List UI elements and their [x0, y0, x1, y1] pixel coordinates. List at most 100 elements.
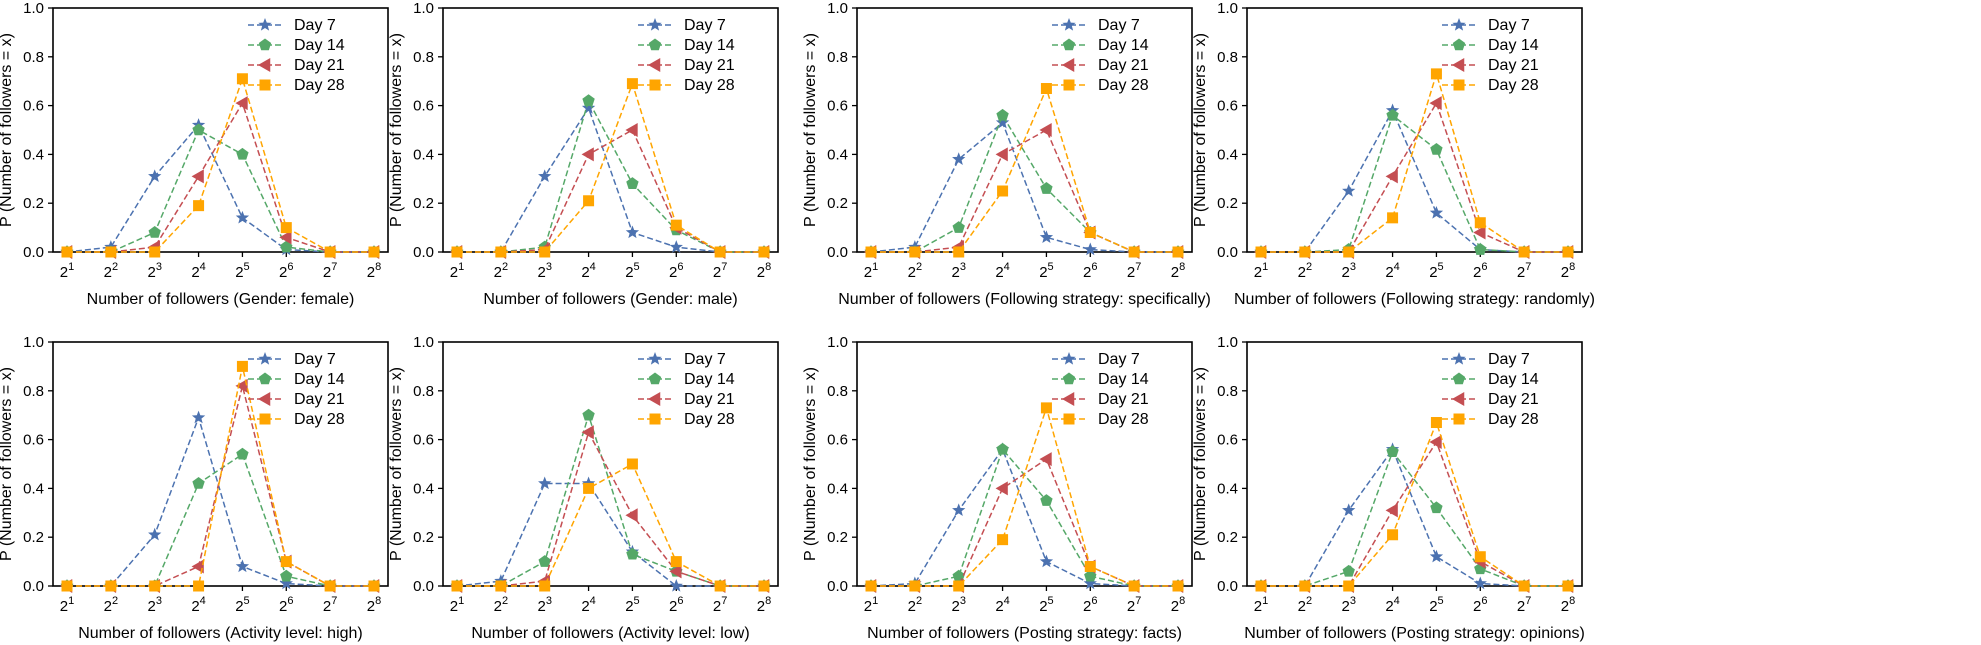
data-point	[1255, 246, 1267, 258]
data-point	[1039, 554, 1054, 568]
data-point	[953, 246, 965, 258]
x-tick-label: 21	[1254, 261, 1268, 281]
data-point	[192, 477, 205, 489]
data-point	[996, 442, 1009, 455]
data-point	[235, 378, 248, 393]
axes-frame	[442, 341, 779, 587]
data-point	[996, 108, 1009, 121]
data-point	[1343, 580, 1355, 592]
y-tick-label: 0.0	[23, 244, 44, 261]
y-tick-label: 0.0	[23, 578, 44, 595]
x-tick-label: 23	[537, 595, 551, 615]
y-tick-label: 0.4	[1217, 146, 1238, 163]
data-point	[1343, 246, 1355, 258]
y-tick-label: 0.8	[23, 49, 44, 66]
axes-frame	[856, 7, 1193, 253]
legend-label: Day 7	[684, 17, 726, 34]
y-tick-label: 0.4	[23, 146, 44, 163]
y-tick-label: 0.6	[23, 432, 44, 449]
y-tick-label: 0.8	[413, 49, 434, 66]
data-point	[324, 246, 336, 258]
x-tick-label: 24	[1385, 595, 1399, 615]
x-tick-label: 28	[757, 595, 771, 615]
y-tick-label: 0.0	[827, 578, 848, 595]
series-line	[870, 447, 1178, 587]
data-point	[1562, 580, 1574, 592]
chart-panel-6: 0.0 0.2 0.4 0.6 0.8 1.0 21 22 23 24 25 26 27 28 Number…	[388, 334, 779, 642]
series-day-7	[450, 476, 771, 592]
legend-label: Day 14	[1488, 371, 1539, 388]
x-tick-label: 22	[1298, 595, 1312, 615]
series-day-7	[450, 101, 771, 258]
data-point	[1430, 501, 1443, 514]
x-tick-label: 24	[581, 595, 595, 615]
data-point	[995, 147, 1008, 162]
data-point	[451, 246, 463, 258]
data-point	[1429, 205, 1444, 219]
x-tick-label: 25	[235, 261, 249, 281]
series-line	[457, 106, 764, 253]
legend-item: Day 14	[1052, 37, 1149, 54]
legend-marker	[648, 392, 661, 406]
legend-marker	[1452, 372, 1466, 385]
data-point	[279, 230, 292, 245]
series-line	[457, 412, 764, 587]
data-point	[626, 177, 639, 189]
data-point	[1474, 551, 1486, 563]
legend-item: Day 14	[1442, 37, 1539, 54]
data-point	[995, 115, 1010, 129]
series-line	[457, 98, 764, 253]
legend: Day 7 Day 14 Day 21 Day 28	[638, 17, 735, 94]
y-tick-label: 0.6	[413, 98, 434, 115]
series-day-21	[60, 96, 380, 259]
data-point	[192, 123, 205, 136]
data-point	[1562, 246, 1574, 258]
chart-panel-3: 0.0 0.2 0.4 0.6 0.8 1.0 21 22 23 24 25 26 27 28 Number…	[802, 0, 1211, 308]
y-tick-label: 0.8	[23, 383, 44, 400]
data-point	[1172, 246, 1184, 258]
y-tick-label: 0.2	[413, 529, 434, 546]
x-tick-label: 22	[104, 595, 118, 615]
data-point	[714, 246, 726, 258]
data-point	[236, 447, 249, 460]
data-point	[539, 580, 551, 592]
data-point	[280, 240, 293, 253]
x-axis-label: Number of followers (Following strategy:…	[838, 291, 1211, 308]
data-point	[581, 147, 594, 162]
x-tick-label: 26	[279, 261, 293, 281]
x-tick-label: 27	[1127, 595, 1141, 615]
data-point	[61, 580, 73, 592]
legend-label: Day 21	[1488, 57, 1539, 74]
data-point	[1040, 83, 1052, 95]
y-tick-label: 0.2	[827, 529, 848, 546]
data-point	[1430, 417, 1442, 429]
legend-item: Day 21	[1442, 57, 1539, 74]
legend-item: Day 28	[1442, 77, 1539, 94]
legend-item: Day 28	[248, 77, 345, 94]
legend-marker	[648, 58, 661, 72]
x-tick-label: 28	[367, 595, 381, 615]
data-point	[1386, 445, 1399, 458]
legend: Day 7 Day 14 Day 21 Day 28	[1052, 351, 1149, 428]
data-point	[1083, 576, 1097, 590]
data-point	[1474, 217, 1486, 229]
y-axis-label: P (Number of followers = x)	[1192, 367, 1209, 561]
data-point	[909, 580, 921, 592]
legend-label: Day 21	[1098, 57, 1149, 74]
legend-marker	[648, 372, 662, 385]
legend: Day 7 Day 14 Day 21 Day 28	[1052, 17, 1149, 94]
legend-marker	[1062, 352, 1076, 365]
x-tick-label: 22	[104, 261, 118, 281]
series-line	[456, 482, 764, 587]
chart-panel-5: 0.0 0.2 0.4 0.6 0.8 1.0 21 22 23 24 25 26 27 28Number…	[0, 334, 389, 642]
data-point	[669, 579, 683, 592]
data-point	[909, 246, 921, 258]
axes-frame	[1246, 341, 1583, 587]
data-point	[1128, 580, 1140, 592]
x-tick-label: 27	[713, 595, 727, 615]
data-point	[626, 458, 638, 470]
x-tick-label: 23	[147, 261, 161, 281]
data-point	[1342, 564, 1355, 577]
x-tick-label: 23	[147, 595, 161, 615]
series-day-7	[864, 115, 1185, 258]
